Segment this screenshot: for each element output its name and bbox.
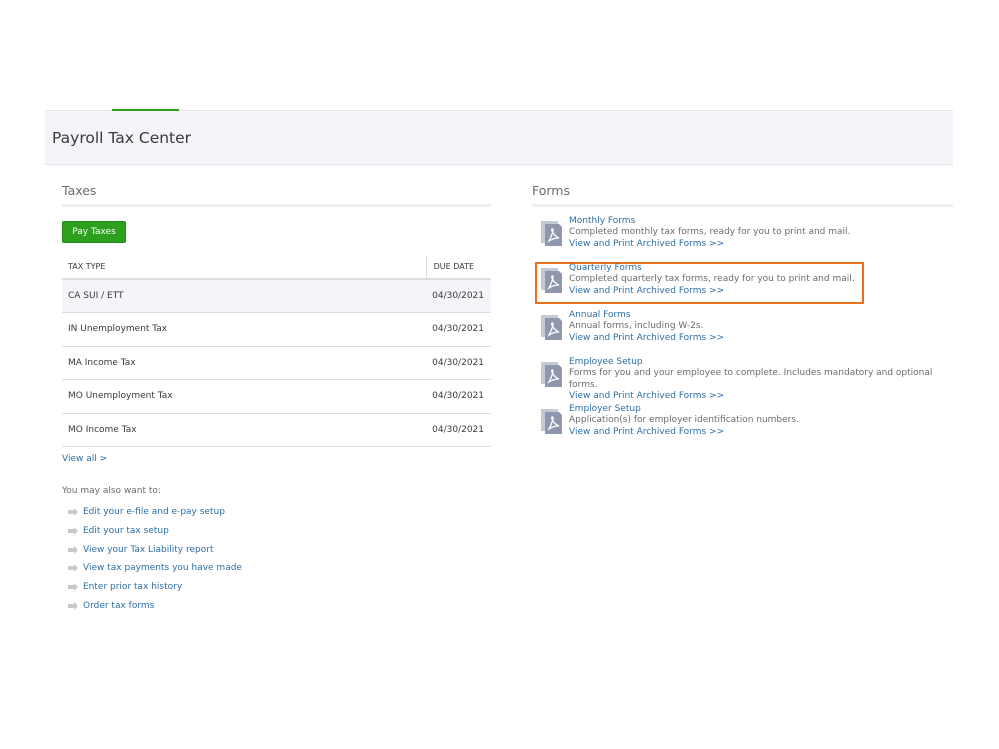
- due-date-cell: 04/30/2021: [426, 379, 491, 414]
- page-title: Payroll Tax Center: [52, 129, 192, 147]
- form-description: Completed quarterly tax forms, ready for…: [569, 274, 855, 285]
- form-description: Completed monthly tax forms, ready for y…: [569, 227, 851, 238]
- pdf-icon: [541, 409, 563, 435]
- also-link-item[interactable]: View tax payments you have made: [68, 559, 242, 578]
- column-header-due-date[interactable]: DUE DATE: [425, 255, 491, 280]
- form-title-link[interactable]: Employer Setup: [569, 404, 641, 414]
- archived-forms-link[interactable]: View and Print Archived Forms >>: [569, 390, 725, 401]
- forms-heading: Forms: [532, 183, 571, 198]
- column-header-tax-type[interactable]: TAX TYPE: [62, 255, 427, 280]
- table-row[interactable]: MO Unemployment Tax 04/30/2021: [62, 379, 491, 414]
- form-description: Forms for you and your employee to compl…: [569, 368, 933, 390]
- pdf-icon: [541, 362, 563, 388]
- form-description: Application(s) for employer identificati…: [569, 415, 799, 426]
- form-item: Employer Setup Application(s) for employe…: [541, 404, 961, 449]
- due-date-cell: 04/30/2021: [426, 312, 491, 347]
- also-link-item[interactable]: View your Tax Liability report: [68, 540, 242, 559]
- also-link[interactable]: View your Tax Liability report: [83, 544, 214, 555]
- form-title-link[interactable]: Annual Forms: [569, 310, 631, 320]
- divider: [532, 204, 953, 207]
- form-item: Monthly Forms Completed monthly tax forms…: [541, 216, 961, 261]
- arrow-right-icon: [68, 508, 79, 517]
- highlight-box: [535, 262, 864, 304]
- form-item: Annual Forms Annual forms, including W-2s…: [541, 310, 961, 355]
- view-all-link[interactable]: View all >: [62, 454, 108, 464]
- archived-forms-link[interactable]: View and Print Archived Forms >>: [569, 426, 725, 437]
- also-link[interactable]: Edit your tax setup: [83, 526, 169, 537]
- form-title-link[interactable]: Monthly Forms: [569, 216, 636, 226]
- arrow-right-icon: [68, 564, 79, 573]
- also-link[interactable]: Order tax forms: [83, 600, 155, 611]
- also-links: Edit your e-file and e-pay setup Edit you…: [68, 503, 242, 615]
- due-date-cell: 04/30/2021: [426, 413, 491, 447]
- taxes-heading: Taxes: [62, 183, 97, 198]
- divider: [62, 204, 491, 207]
- also-link-item[interactable]: Order tax forms: [68, 596, 242, 615]
- pdf-icon: [541, 315, 563, 341]
- pdf-icon: [541, 268, 563, 294]
- table-row[interactable]: MA Income Tax 04/30/2021: [62, 346, 491, 380]
- page-header: Payroll Tax Center: [45, 110, 953, 165]
- pdf-icon: [541, 221, 563, 247]
- archived-forms-link[interactable]: View and Print Archived Forms >>: [569, 285, 725, 296]
- arrow-right-icon: [68, 601, 79, 610]
- also-link[interactable]: Edit your e-file and e-pay setup: [83, 507, 225, 518]
- form-title-link[interactable]: Quarterly Forms: [569, 263, 642, 273]
- also-link-item[interactable]: Edit your tax setup: [68, 522, 242, 541]
- table-row[interactable]: MO Income Tax 04/30/2021: [62, 413, 491, 447]
- taxes-table: TAX TYPE DUE DATE CA SUI / ETT 04/30/2021…: [62, 255, 491, 447]
- form-title-link[interactable]: Employee Setup: [569, 357, 643, 367]
- form-description: Annual forms, including W-2s.: [569, 321, 704, 332]
- tax-type-cell: IN Unemployment Tax: [62, 312, 427, 347]
- active-tab-indicator: [112, 109, 179, 111]
- also-link-item[interactable]: Edit your e-file and e-pay setup: [68, 503, 242, 522]
- also-label: You may also want to:: [62, 486, 161, 496]
- pay-taxes-button[interactable]: Pay Taxes: [62, 221, 126, 243]
- arrow-right-icon: [68, 545, 79, 554]
- table-row[interactable]: CA SUI / ETT 04/30/2021: [62, 279, 491, 313]
- archived-forms-link[interactable]: View and Print Archived Forms >>: [569, 238, 725, 249]
- archived-forms-link[interactable]: View and Print Archived Forms >>: [569, 332, 725, 343]
- arrow-right-icon: [68, 527, 79, 536]
- also-link-item[interactable]: Enter prior tax history: [68, 578, 242, 597]
- also-link[interactable]: Enter prior tax history: [83, 582, 183, 593]
- tax-type-cell: MO Income Tax: [62, 413, 427, 447]
- due-date-cell: 04/30/2021: [426, 346, 491, 380]
- form-item: Quarterly Forms Completed quarterly tax f…: [541, 263, 961, 308]
- table-row[interactable]: IN Unemployment Tax 04/30/2021: [62, 312, 491, 347]
- form-item: Employee Setup Forms for you and your emp…: [541, 357, 961, 402]
- tax-type-cell: MO Unemployment Tax: [62, 379, 427, 414]
- due-date-cell: 04/30/2021: [426, 279, 491, 313]
- tax-type-cell: CA SUI / ETT: [62, 279, 427, 313]
- arrow-right-icon: [68, 583, 79, 592]
- also-link[interactable]: View tax payments you have made: [83, 563, 242, 574]
- tax-type-cell: MA Income Tax: [62, 346, 427, 380]
